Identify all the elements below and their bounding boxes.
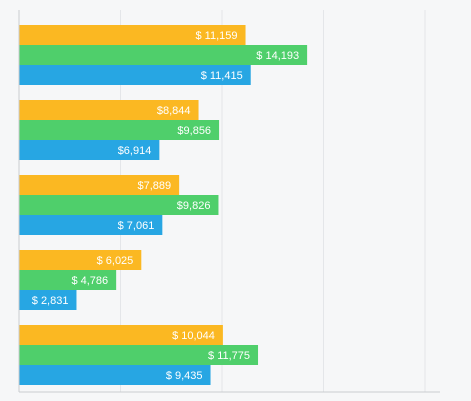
data-label: $ 10,044 <box>172 330 215 342</box>
data-label: $ 11,775 <box>208 350 250 362</box>
bar-series-1-group-3 <box>19 175 180 195</box>
bar-series-1-group-1 <box>19 25 246 45</box>
data-label: $ 6,025 <box>97 255 134 267</box>
data-label: $6,914 <box>118 145 152 157</box>
bar-series-1-group-4 <box>19 250 142 270</box>
data-label: $ 11,159 <box>196 30 238 42</box>
data-label: $ 9,435 <box>166 370 203 382</box>
bar-series-1-group-2 <box>19 100 199 120</box>
bar-series-1-group-5 <box>19 325 223 345</box>
bar-series-2-group-2 <box>19 120 220 140</box>
bar-series-3-group-2 <box>19 140 160 160</box>
data-label: $9,856 <box>177 125 211 137</box>
data-label: $ 2,831 <box>32 295 69 307</box>
bar-series-3-group-3 <box>19 215 163 235</box>
data-label: $ 11,415 <box>201 70 243 82</box>
bar-series-2-group-5 <box>19 345 259 365</box>
bar-series-2-group-3 <box>19 195 219 215</box>
bar-series-3-group-1 <box>19 65 251 85</box>
data-label: $9,826 <box>177 200 211 212</box>
bar-series-3-group-5 <box>19 365 211 385</box>
bar-series-2-group-4 <box>19 270 117 290</box>
data-labels: $ 11,159 $ 14,193 $ 11,415 $8,844 $9,856 $6,9… <box>32 30 299 382</box>
bar-series-3-group-4 <box>19 290 77 310</box>
bar-series-2-group-1 <box>19 45 308 65</box>
data-label: $ 7,061 <box>118 220 155 232</box>
bars <box>19 25 308 385</box>
data-label: $8,844 <box>157 105 191 117</box>
data-label: $ 14,193 <box>256 50 299 62</box>
data-label: $ 4,786 <box>71 275 108 287</box>
data-label: $7,889 <box>137 180 171 192</box>
